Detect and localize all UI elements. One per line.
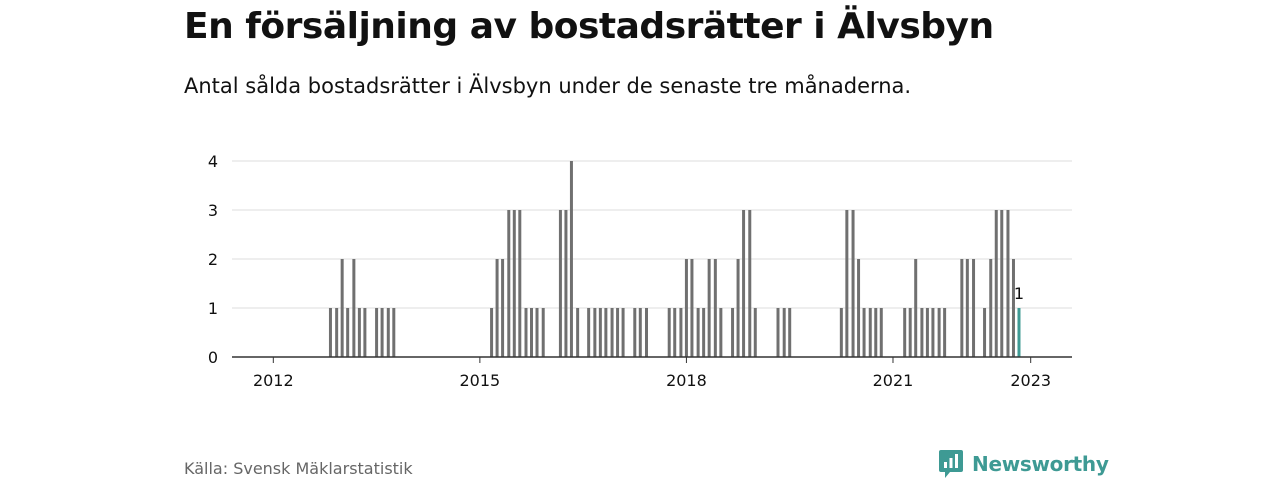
bar-38 bbox=[684, 259, 688, 357]
bar-30 bbox=[616, 308, 620, 357]
bar-31 bbox=[621, 308, 625, 357]
bar-77 bbox=[1011, 259, 1015, 357]
bar-20 bbox=[541, 308, 545, 357]
bar-8 bbox=[380, 308, 384, 357]
bar-26 bbox=[593, 308, 597, 357]
bar-14 bbox=[507, 210, 511, 357]
bar-64 bbox=[920, 308, 924, 357]
x-tick-label: 2012 bbox=[253, 371, 294, 390]
bar-36 bbox=[673, 308, 677, 357]
bar-0 bbox=[328, 308, 332, 357]
bar-68 bbox=[943, 308, 947, 357]
bar-21 bbox=[558, 210, 562, 357]
y-tick-label: 1 bbox=[208, 299, 218, 318]
bar-73 bbox=[989, 259, 993, 357]
bar-highlight bbox=[1017, 308, 1021, 357]
x-tick-label: 2018 bbox=[666, 371, 707, 390]
bar-37 bbox=[679, 308, 683, 357]
highlight-data-label: 1 bbox=[1014, 284, 1024, 303]
bar-4 bbox=[352, 259, 356, 357]
bar-59 bbox=[874, 308, 878, 357]
bar-1 bbox=[335, 308, 339, 357]
brand-name: Newsworthy bbox=[972, 452, 1109, 476]
bar-53 bbox=[839, 308, 843, 357]
bar-7 bbox=[375, 308, 379, 357]
y-tick-label: 3 bbox=[208, 201, 218, 220]
y-tick-label: 4 bbox=[208, 152, 218, 171]
bar-35 bbox=[667, 308, 671, 357]
bar-22 bbox=[564, 210, 568, 357]
bar-40 bbox=[696, 308, 700, 357]
bar-42 bbox=[707, 259, 711, 357]
bar-24 bbox=[576, 308, 580, 357]
bar-41 bbox=[702, 308, 706, 357]
bar-50 bbox=[776, 308, 780, 357]
x-tick-label: 2021 bbox=[873, 371, 914, 390]
bar-66 bbox=[931, 308, 935, 357]
bar-58 bbox=[868, 308, 872, 357]
y-tick-label: 2 bbox=[208, 250, 218, 269]
bar-9 bbox=[386, 308, 390, 357]
y-tick-label: 0 bbox=[208, 348, 218, 367]
bar-6 bbox=[363, 308, 367, 357]
bar-74 bbox=[994, 210, 998, 357]
bar-61 bbox=[903, 308, 907, 357]
x-tick-label: 2015 bbox=[460, 371, 501, 390]
bar-44 bbox=[719, 308, 723, 357]
bar-57 bbox=[862, 308, 866, 357]
bar-32 bbox=[633, 308, 637, 357]
bar-52 bbox=[788, 308, 792, 357]
bar-25 bbox=[587, 308, 591, 357]
bar-2 bbox=[340, 259, 344, 357]
bar-70 bbox=[965, 259, 969, 357]
source-note: Källa: Svensk Mäklarstatistik bbox=[184, 459, 413, 478]
bar-27 bbox=[598, 308, 602, 357]
x-tick-label: 2023 bbox=[1010, 371, 1051, 390]
bar-69 bbox=[960, 259, 964, 357]
bar-17 bbox=[524, 308, 528, 357]
bar-13 bbox=[501, 259, 505, 357]
bar-29 bbox=[610, 308, 614, 357]
chart-title: En försäljning av bostadsrätter i Älvsby… bbox=[184, 6, 994, 47]
bar-72 bbox=[983, 308, 987, 357]
bar-28 bbox=[604, 308, 608, 357]
bar-11 bbox=[490, 308, 494, 357]
bar-16 bbox=[518, 210, 522, 357]
chart-subtitle: Antal sålda bostadsrätter i Älvsbyn unde… bbox=[184, 74, 912, 98]
bar-34 bbox=[644, 308, 648, 357]
bar-23 bbox=[569, 161, 573, 357]
bar-15 bbox=[512, 210, 516, 357]
bar-48 bbox=[748, 210, 752, 357]
bar-45 bbox=[731, 308, 735, 357]
bar-71 bbox=[972, 259, 976, 357]
bar-5 bbox=[357, 308, 361, 357]
bar-3 bbox=[346, 308, 350, 357]
bar-67 bbox=[937, 308, 941, 357]
bar-54 bbox=[845, 210, 849, 357]
bar-55 bbox=[851, 210, 855, 357]
newsworthy-logo[interactable]: Newsworthy bbox=[938, 449, 1109, 479]
bar-18 bbox=[530, 308, 534, 357]
bar-56 bbox=[857, 259, 861, 357]
bar-62 bbox=[908, 308, 912, 357]
bar-19 bbox=[535, 308, 539, 357]
bar-75 bbox=[1000, 210, 1004, 357]
bar-46 bbox=[736, 259, 740, 357]
bar-51 bbox=[782, 308, 786, 357]
bar-76 bbox=[1006, 210, 1010, 357]
bar-65 bbox=[925, 308, 929, 357]
bar-49 bbox=[753, 308, 757, 357]
bar-60 bbox=[879, 308, 883, 357]
bar-12 bbox=[495, 259, 499, 357]
newsworthy-logo-icon bbox=[939, 450, 963, 478]
bar-43 bbox=[713, 259, 717, 357]
bar-39 bbox=[690, 259, 694, 357]
bar-47 bbox=[742, 210, 746, 357]
bar-10 bbox=[392, 308, 396, 357]
bar-33 bbox=[638, 308, 642, 357]
bar-63 bbox=[914, 259, 918, 357]
